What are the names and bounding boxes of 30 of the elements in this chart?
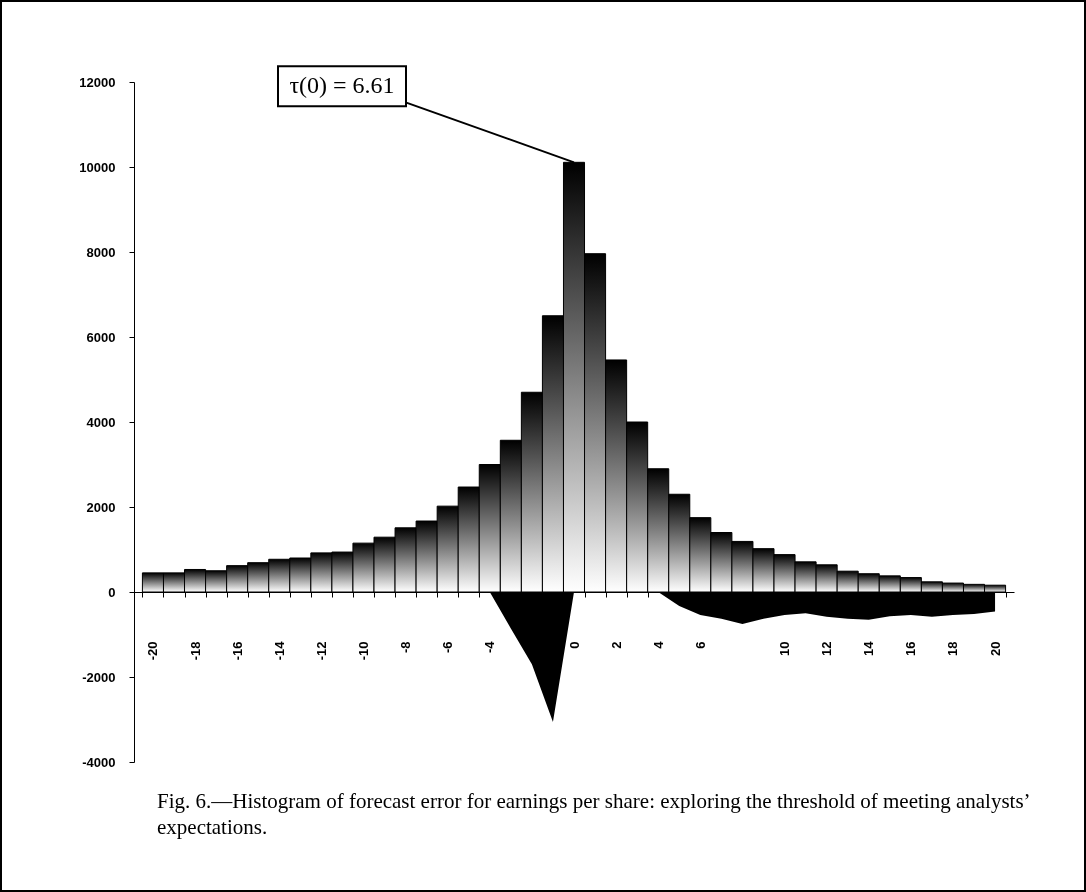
x-tick-label: 2 xyxy=(608,641,624,649)
x-tick-label: -14 xyxy=(271,640,287,661)
y-tick-label: -4000 xyxy=(82,754,116,770)
x-tick-label: -4 xyxy=(482,640,498,654)
y-tick-label: -2000 xyxy=(82,669,116,685)
y-tick-label: 8000 xyxy=(86,244,116,260)
y-tick-label: 12000 xyxy=(79,74,116,90)
x-tick-label: 16 xyxy=(903,641,919,656)
x-tick-label: 20 xyxy=(987,641,1003,656)
x-tick-label: -8 xyxy=(398,641,414,654)
x-tick-label: -6 xyxy=(440,641,456,654)
y-tick-label: 0 xyxy=(108,584,116,600)
y-tick-label: 4000 xyxy=(86,414,116,430)
x-tick-label: 0 xyxy=(566,641,582,649)
x-tick-label: 6 xyxy=(692,641,708,649)
y-tick-label: 10000 xyxy=(79,159,116,175)
x-tick-label: 18 xyxy=(945,641,961,656)
x-tick-label: 10 xyxy=(777,641,793,656)
x-tick-label: -20 xyxy=(145,641,161,661)
y-tick-label: 2000 xyxy=(86,499,116,515)
x-tick-label: 4 xyxy=(650,640,666,649)
x-tick-label: 14 xyxy=(861,640,877,656)
caption: Fig. 6.—Histogram of forecast error for earnings per share: exploring the threshold of meeting analysts’ expectations. xyxy=(157,788,1031,840)
x-tick-label: -12 xyxy=(313,641,329,661)
x-tick-label: -18 xyxy=(187,641,203,661)
y-tick-label: 6000 xyxy=(86,329,116,345)
x-tick-label: -10 xyxy=(355,641,371,661)
annotation: τ(0) = 6.61 xyxy=(289,72,395,99)
x-tick-label: 12 xyxy=(819,641,835,656)
x-tick-label: -16 xyxy=(229,641,245,661)
